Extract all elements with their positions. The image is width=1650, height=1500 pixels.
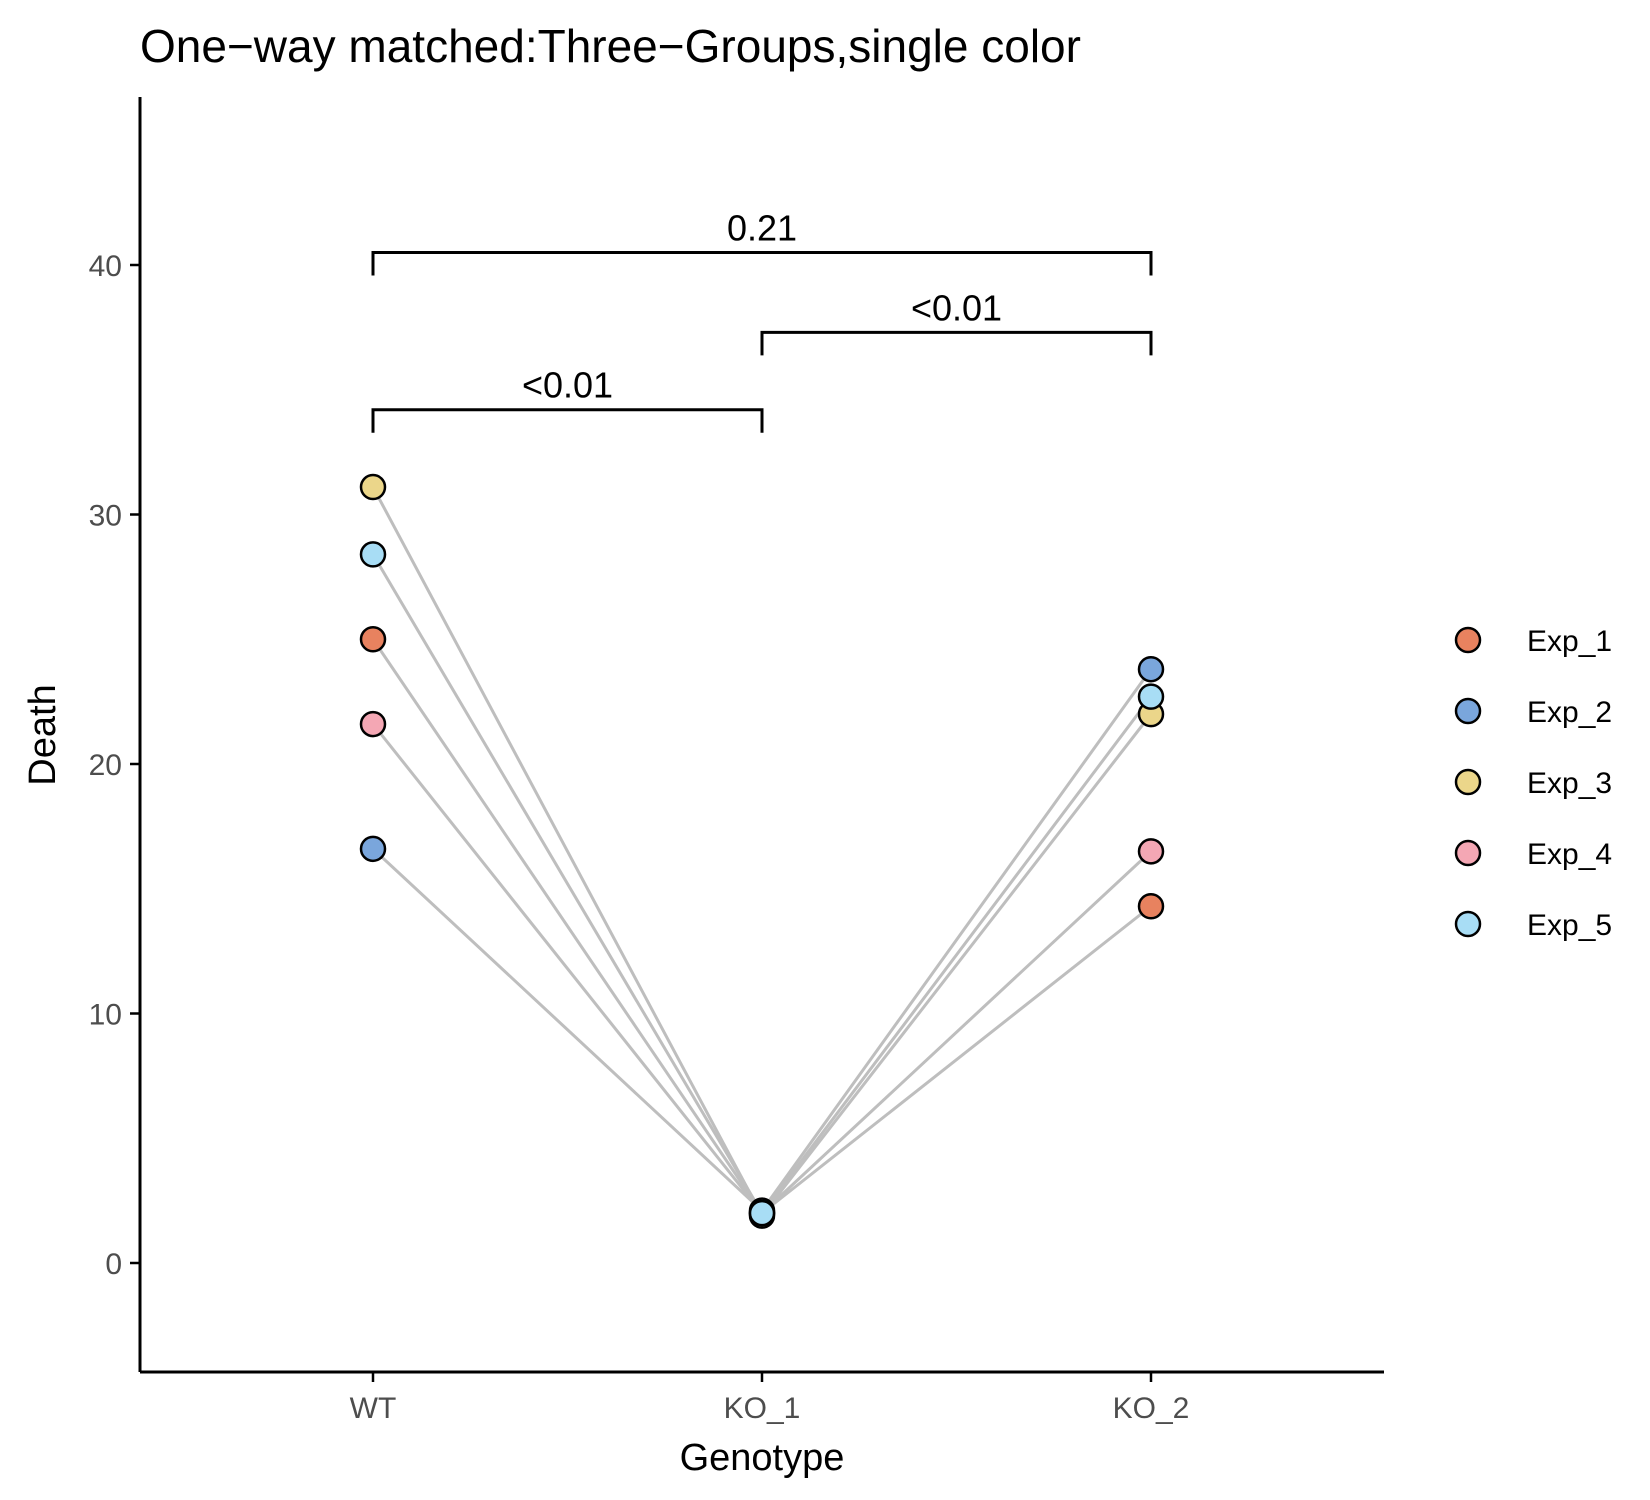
y-tick-label: 40 — [89, 250, 122, 283]
data-point — [359, 626, 387, 653]
comparison-bracket — [371, 251, 1153, 276]
y-axis-title: Death — [22, 684, 64, 785]
connector-line — [371, 486, 764, 1217]
comparison-brackets: <0.01 <0.01 0.21 — [371, 208, 1153, 433]
connector-line — [760, 713, 1153, 1217]
data-point — [359, 710, 387, 738]
x-tick-label: KO_2 — [1113, 1392, 1190, 1425]
legend-key — [1454, 839, 1482, 867]
data-point — [359, 473, 387, 501]
p-value-label: <0.01 — [522, 365, 613, 406]
legend-key — [1454, 626, 1482, 654]
legend: Exp_1 Exp_2 Exp_3 Exp_4 Exp_5 — [1454, 625, 1612, 942]
data-point — [1137, 655, 1165, 683]
data-point — [748, 1199, 776, 1227]
connector-lines — [371, 486, 1153, 1217]
legend-label: Exp_2 — [1527, 696, 1612, 729]
connector-line — [371, 638, 764, 1214]
legend-label: Exp_3 — [1527, 767, 1612, 800]
legend-label: Exp_4 — [1527, 838, 1612, 871]
y-tick-label: 30 — [89, 500, 122, 533]
data-point — [1137, 683, 1165, 710]
x-axis-title: Genotype — [680, 1437, 845, 1479]
data-point — [359, 835, 387, 863]
x-axis-ticks: WT KO_1 KO_2 — [350, 1372, 1190, 1425]
x-tick-label: KO_1 — [724, 1392, 801, 1425]
y-axis-ticks: 0 10 20 30 40 — [89, 250, 140, 1281]
comparison-bracket — [760, 330, 1153, 356]
data-point — [1137, 838, 1165, 865]
data-point — [1137, 892, 1165, 920]
legend-label: Exp_1 — [1527, 625, 1612, 658]
legend-key — [1454, 697, 1482, 725]
comparison-bracket — [371, 408, 764, 433]
legend-label: Exp_5 — [1527, 909, 1612, 942]
connector-line — [371, 553, 764, 1214]
x-tick-label: WT — [350, 1392, 397, 1425]
p-value-label: 0.21 — [727, 208, 797, 249]
data-point — [359, 541, 387, 568]
connector-line — [371, 723, 764, 1215]
connector-line — [760, 695, 1153, 1215]
connector-line — [371, 847, 764, 1212]
connector-line — [760, 668, 1153, 1212]
legend-key — [1454, 768, 1482, 796]
y-tick-label: 20 — [89, 749, 122, 782]
connector-line — [761, 905, 1152, 1215]
p-value-label: <0.01 — [911, 287, 1002, 328]
legend-key — [1454, 910, 1482, 938]
axes: 0 10 20 30 40 WT KO_1 KO_2 — [89, 97, 1384, 1425]
chart-title: One−way matched:Three−Groups,single colo… — [140, 20, 1081, 72]
y-tick-label: 0 — [105, 1248, 122, 1281]
y-tick-label: 10 — [89, 999, 122, 1032]
data-points — [359, 473, 1165, 1229]
connector-line — [760, 850, 1153, 1215]
